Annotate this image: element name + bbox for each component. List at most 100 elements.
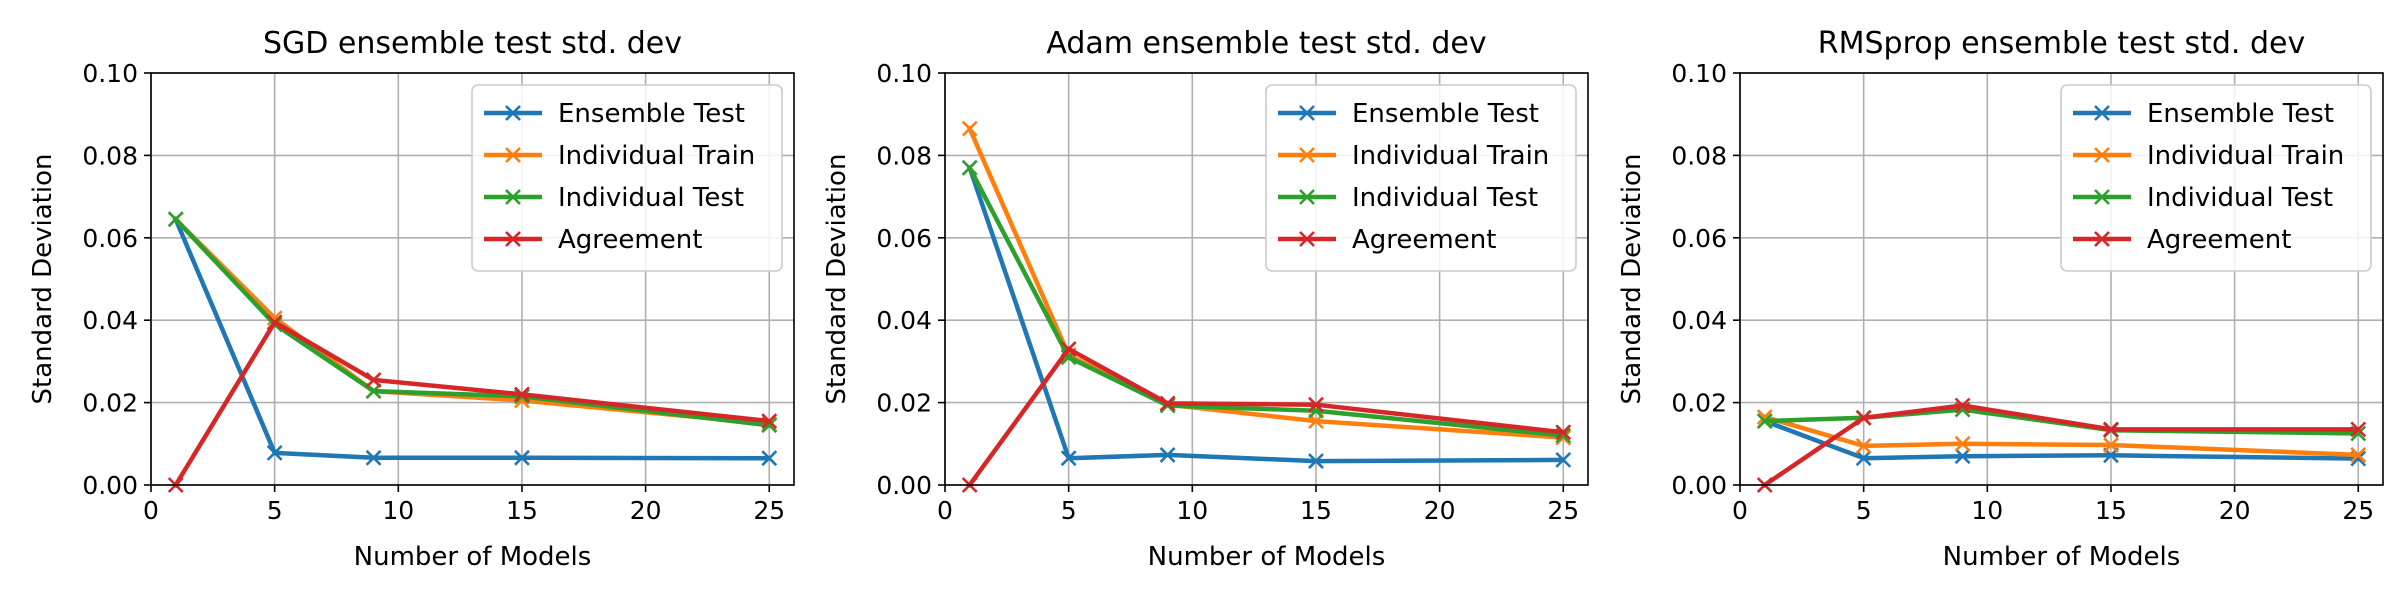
x-axis-label: Number of Models (354, 542, 592, 572)
data-point-marker (514, 449, 530, 466)
y-tick-label: 0.00 (82, 471, 138, 500)
y-axis-label: Standard Deviation (1617, 154, 1647, 405)
data-point-marker (167, 211, 184, 228)
legend-label: Individual Test (2147, 183, 2333, 213)
data-point-marker (1756, 413, 1773, 430)
data-point-marker (2350, 447, 2367, 463)
legend-swatch-marker (2094, 147, 2110, 163)
x-tick-label: 10 (1176, 496, 1208, 525)
legend-swatch-marker (2094, 105, 2110, 121)
data-point-marker (1308, 453, 1324, 470)
data-point-marker (1954, 435, 1971, 452)
legend-box (1265, 84, 1577, 272)
x-tick-label: 25 (1547, 496, 1579, 525)
legend: Ensemble Test Individual Train Individual … (471, 84, 783, 272)
legend-label: Individual Test (558, 183, 744, 213)
chart-title: Adam ensemble test std. dev (1046, 26, 1486, 61)
axes-frame (944, 72, 1589, 486)
legend-box (471, 84, 783, 272)
data-point-marker (266, 444, 283, 461)
legend-label: Ensemble Test (558, 99, 745, 129)
y-tick-label: 0.02 (82, 389, 138, 418)
data-point-marker (365, 372, 382, 388)
x-tick-label: 25 (753, 496, 785, 525)
legend-swatch-marker (2094, 189, 2110, 205)
legend-label: Individual Train (558, 141, 755, 171)
plot-area (961, 120, 1572, 493)
data-point-marker (1060, 450, 1077, 467)
legend-label: Individual Train (2147, 141, 2344, 171)
data-point-marker (1159, 395, 1176, 412)
y-tick-label: 0.00 (1671, 471, 1727, 500)
data-point-marker (1159, 447, 1176, 463)
data-point-marker (2350, 421, 2367, 438)
data-point-marker (961, 120, 978, 137)
y-tick-label: 0.10 (82, 59, 138, 88)
data-point-marker (266, 314, 283, 331)
plot-area (1756, 397, 2367, 493)
data-point-marker (1308, 396, 1324, 413)
data-point-marker (1855, 450, 1872, 467)
legend-label: Individual Test (1352, 183, 1538, 213)
chart-title: SGD ensemble test std. dev (263, 26, 682, 61)
data-point-marker (1555, 424, 1572, 441)
legend-swatch-marker (1299, 147, 1315, 163)
chart-panel-2: 0 5 10 15 20 25 0.00 0.02 0.04 0.06 0.08 0.10 Adam e… (822, 26, 1589, 572)
legend-swatch-marker (1299, 231, 1315, 247)
y-tick-label: 0.06 (876, 224, 932, 253)
x-tick-label: 5 (267, 496, 283, 525)
x-tick-label: 15 (506, 496, 538, 525)
x-tick-label: 20 (630, 496, 662, 525)
y-tick-label: 0.10 (1671, 59, 1727, 88)
legend-label: Agreement (558, 225, 702, 255)
y-tick-label: 0.08 (876, 141, 932, 170)
chart-title: RMSprop ensemble test std. dev (1818, 26, 2306, 61)
y-tick-label: 0.10 (876, 59, 932, 88)
y-axis-label: Standard Deviation (822, 154, 852, 405)
x-tick-label: 0 (143, 496, 159, 525)
legend-swatch-marker (505, 231, 521, 247)
legend-label: Agreement (1352, 225, 1496, 255)
data-point-marker (1954, 397, 1971, 414)
x-axis-label: Number of Models (1148, 542, 1386, 572)
legend-label: Ensemble Test (1352, 99, 1539, 129)
x-tick-label: 15 (2095, 496, 2127, 525)
y-tick-label: 0.06 (1671, 224, 1727, 253)
x-tick-label: 5 (1856, 496, 1872, 525)
data-point-marker (1060, 341, 1077, 357)
data-point-marker (1855, 409, 1872, 426)
data-point-marker (961, 159, 978, 176)
legend: Ensemble Test Individual Train Individual … (1265, 84, 1577, 272)
x-axis-label: Number of Models (1943, 542, 2181, 572)
data-point-marker (2103, 437, 2119, 453)
legend: Ensemble Test Individual Train Individual … (2060, 84, 2372, 272)
x-tick-label: 5 (1061, 496, 1077, 525)
y-tick-label: 0.02 (876, 389, 932, 418)
legend-swatch-marker (505, 147, 521, 163)
legend-label: Individual Train (1352, 141, 1549, 171)
x-tick-label: 20 (2219, 496, 2251, 525)
y-tick-label: 0.02 (1671, 389, 1727, 418)
x-tick-label: 10 (382, 496, 414, 525)
y-tick-label: 0.04 (876, 306, 932, 335)
axes-frame (1739, 72, 2384, 486)
y-tick-label: 0.04 (82, 306, 138, 335)
series-line-4 (172, 320, 772, 489)
legend-box (2060, 84, 2372, 272)
y-tick-label: 0.08 (82, 141, 138, 170)
y-axis-label: Standard Deviation (28, 154, 58, 405)
y-tick-label: 0.00 (876, 471, 932, 500)
legend-swatch-marker (505, 105, 521, 121)
x-tick-label: 0 (1732, 496, 1748, 525)
data-point-marker (1855, 437, 1872, 454)
legend-swatch-marker (505, 189, 521, 205)
y-tick-label: 0.08 (1671, 141, 1727, 170)
x-tick-label: 25 (2342, 496, 2374, 525)
chart-panel-3: 0 5 10 15 20 25 0.00 0.02 0.04 0.06 0.08 0.10 RMSpro… (1617, 26, 2384, 572)
data-point-marker (1555, 451, 1572, 468)
data-point-marker (365, 449, 382, 466)
axes-frame (150, 72, 795, 486)
legend-swatch-marker (1299, 105, 1315, 121)
